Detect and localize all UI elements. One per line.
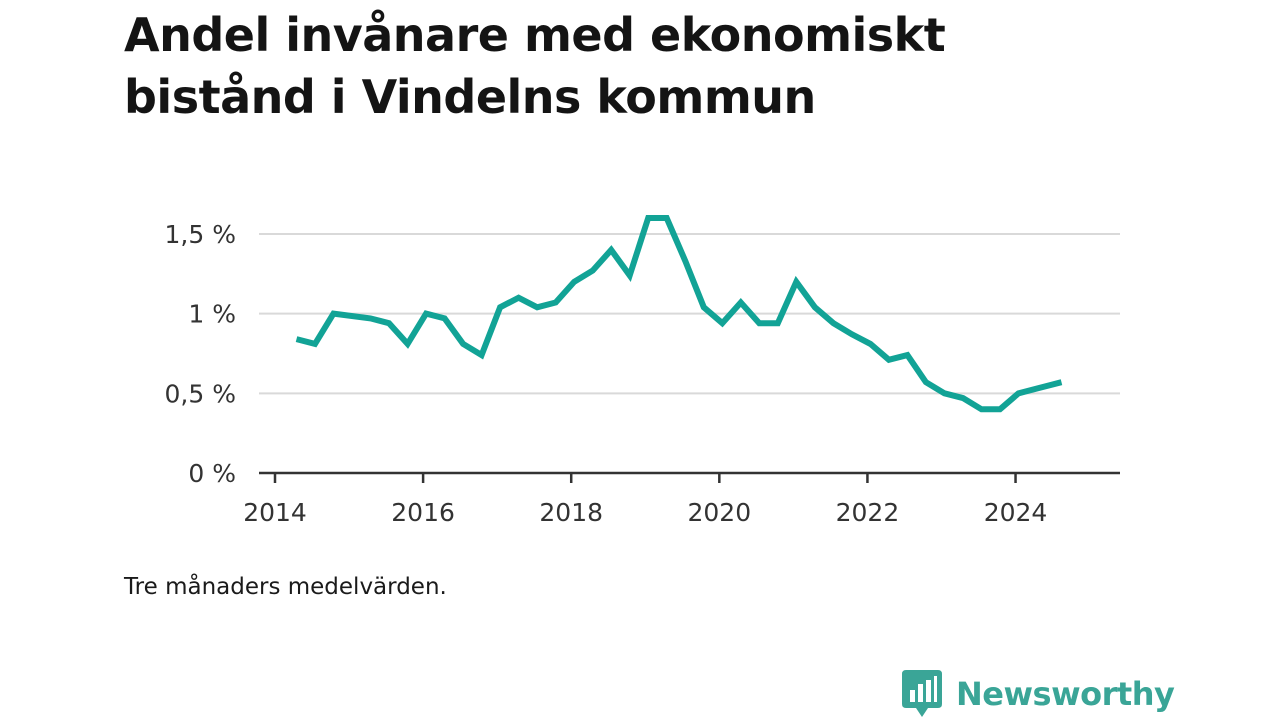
brand-name: Newsworthy: [956, 675, 1175, 713]
y-axis-labels: 0 % 0,5 % 1 % 1,5 %: [165, 220, 236, 488]
y-tick-label: 0,5 %: [165, 379, 236, 408]
x-tick-label: 2024: [984, 498, 1048, 527]
x-tick-label: 2018: [539, 498, 603, 527]
line-chart: 0 % 0,5 % 1 % 1,5 % 2014 2016 2018 2020 2022 202…: [165, 215, 1120, 527]
x-tick-label: 2016: [391, 498, 455, 527]
series-line: [295, 215, 1063, 413]
x-tick-label: 2014: [243, 498, 307, 527]
x-tick-label: 2020: [688, 498, 752, 527]
y-tick-label: 1,5 %: [165, 220, 236, 249]
y-tick-label: 1 %: [188, 300, 236, 329]
chart-note: Tre månaders medelvärden.: [124, 574, 447, 600]
x-axis-labels: 2014 2016 2018 2020 2022 2024: [243, 498, 1047, 527]
brand-logo[interactable]: Newsworthy: [902, 670, 1175, 718]
chart-speech-bubble-icon: [902, 670, 942, 717]
chart-title: Andel invånare med ekonomiskt bistånd i …: [124, 8, 946, 124]
gridlines: [259, 232, 1120, 395]
x-axis: [259, 471, 1120, 483]
x-tick-label: 2022: [836, 498, 900, 527]
y-tick-label: 0 %: [188, 459, 236, 488]
series-layer: [295, 215, 1063, 413]
